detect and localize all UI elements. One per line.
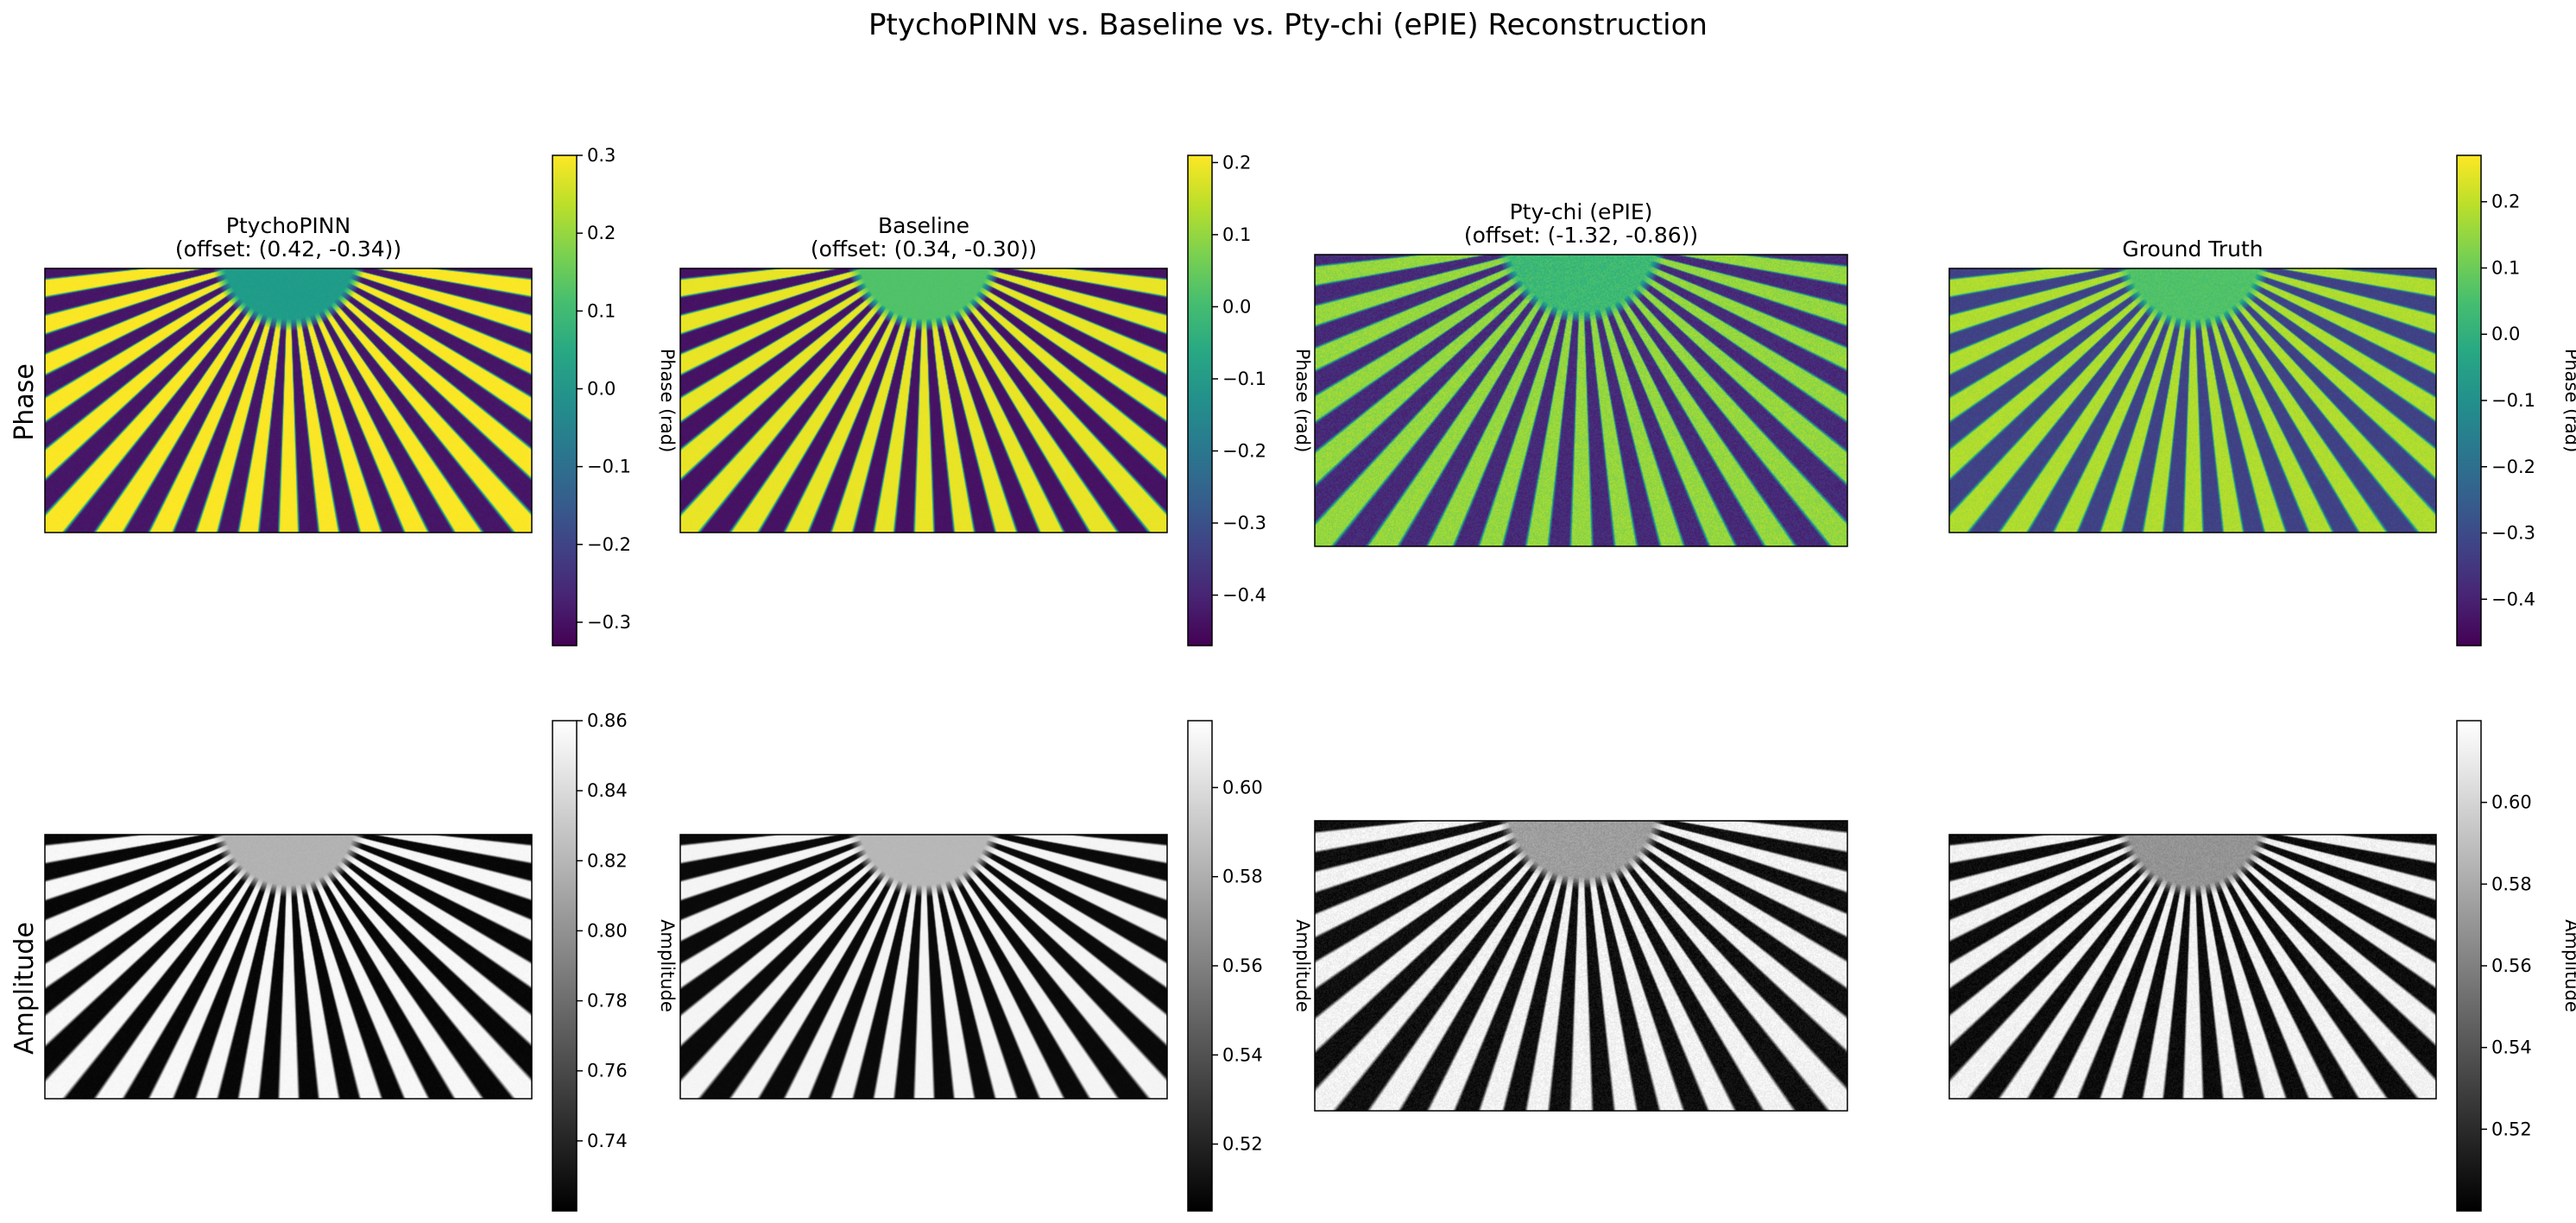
colorbar-tick-label-phase-3: −0.3 — [2491, 523, 2535, 544]
colorbar-tick-label-amplitude-1: 0.56 — [1222, 955, 1263, 976]
colorbar-tick-label-phase-1: 0.0 — [1222, 296, 1251, 317]
colorbar-tick-label-phase-0: 0.3 — [587, 145, 616, 166]
panel-title-phase-0-line0: PtychoPINN — [226, 213, 350, 238]
colorbar-tick-label-phase-0: 0.2 — [587, 223, 616, 243]
heatmap-image-phase-0 — [45, 268, 532, 533]
heatmap-image-phase-3 — [1949, 268, 2436, 533]
colorbar-label-phase-3: Phase (rad) — [2561, 349, 2576, 453]
colorbar-tick-label-amplitude-0: 0.82 — [587, 850, 628, 871]
colorbar-tick-label-amplitude-1: 0.52 — [1222, 1134, 1263, 1155]
colorbar-tick-label-amplitude-0: 0.80 — [587, 920, 628, 941]
axes-frame-phase-1 — [679, 268, 1168, 533]
colorbar-label-amplitude-1: Amplitude — [1292, 919, 1313, 1012]
axes-frame-amplitude-3 — [1948, 834, 2437, 1100]
colorbar-tick-label-phase-1: −0.1 — [1222, 369, 1266, 389]
colorbar-tick-label-amplitude-3: 0.56 — [2491, 955, 2532, 976]
axes-frame-amplitude-0 — [44, 834, 533, 1100]
colorbar-tick-label-phase-3: 0.0 — [2491, 324, 2520, 344]
colorbar-amplitude-3 — [2456, 720, 2482, 1212]
axes-frame-amplitude-1 — [679, 834, 1168, 1100]
axes-frame-phase-0 — [44, 268, 533, 533]
colorbar-tick-label-amplitude-0: 0.74 — [587, 1131, 628, 1151]
colorbar-tick-label-phase-1: 0.1 — [1222, 224, 1251, 245]
heatmap-image-amplitude-2 — [1315, 821, 1847, 1111]
heatmap-image-phase-1 — [680, 268, 1167, 533]
heatmap-image-amplitude-0 — [45, 835, 532, 1099]
colorbar-tick-label-phase-3: −0.1 — [2491, 390, 2535, 411]
colorbar-label-amplitude-0: Amplitude — [657, 919, 678, 1012]
colorbar-phase-1 — [1187, 154, 1213, 646]
colorbar-tick-label-amplitude-3: 0.60 — [2491, 792, 2532, 813]
axes-frame-phase-3 — [1948, 268, 2437, 533]
colorbar-tick-label-phase-1: −0.4 — [1222, 585, 1266, 606]
colorbar-tick-label-amplitude-0: 0.78 — [587, 991, 628, 1012]
colorbar-tick-label-phase-3: −0.2 — [2491, 457, 2535, 477]
colorbar-tick-label-phase-1: 0.2 — [1222, 152, 1251, 173]
colorbar-tick-label-phase-0: 0.0 — [587, 378, 616, 399]
colorbar-tick-label-phase-3: 0.1 — [2491, 257, 2520, 278]
colorbar-tick-label-phase-3: −0.4 — [2491, 589, 2535, 609]
panel-title-phase-3-line0: Ground Truth — [2122, 236, 2263, 262]
colorbar-tick-label-amplitude-1: 0.60 — [1222, 777, 1263, 797]
axes-frame-amplitude-2 — [1314, 820, 1848, 1112]
colorbar-tick-label-amplitude-0: 0.86 — [587, 710, 628, 731]
colorbar-tick-label-phase-3: 0.2 — [2491, 192, 2520, 212]
colorbar-label-phase-0: Phase (rad) — [657, 349, 678, 453]
colorbar-tick-label-amplitude-0: 0.76 — [587, 1061, 628, 1081]
figure-title: PtychoPINN vs. Baseline vs. Pty-chi (ePI… — [868, 8, 1708, 42]
colorbar-label-amplitude-3: Amplitude — [2561, 919, 2576, 1012]
row-label-amplitude: Amplitude — [9, 922, 40, 1055]
colorbar-phase-3 — [2456, 154, 2482, 646]
heatmap-image-amplitude-3 — [1949, 835, 2436, 1099]
panel-title-phase-2-line0: Pty-chi (ePIE) — [1510, 199, 1653, 224]
colorbar-tick-label-amplitude-3: 0.54 — [2491, 1037, 2532, 1058]
colorbar-tick-label-phase-0: −0.3 — [587, 612, 631, 633]
panel-title-phase-1-line0: Baseline — [878, 213, 969, 238]
heatmap-image-phase-2 — [1315, 255, 1847, 546]
axes-frame-phase-2 — [1314, 254, 1848, 547]
colorbar-tick-label-amplitude-1: 0.58 — [1222, 867, 1263, 887]
row-label-phase: Phase — [9, 363, 40, 441]
colorbar-tick-label-amplitude-0: 0.84 — [587, 780, 628, 801]
colorbar-amplitude-1 — [1187, 720, 1213, 1212]
colorbar-tick-label-amplitude-3: 0.52 — [2491, 1119, 2532, 1139]
colorbar-label-phase-1: Phase (rad) — [1292, 349, 1313, 453]
panel-title-phase-2-line1: (offset: (-1.32, -0.86)) — [1464, 223, 1698, 248]
panel-title-phase-0-line1: (offset: (0.42, -0.34)) — [175, 236, 401, 262]
panel-title-phase-1-line1: (offset: (0.34, -0.30)) — [811, 236, 1037, 262]
colorbar-tick-label-phase-1: −0.3 — [1222, 513, 1266, 533]
colorbar-tick-label-phase-0: −0.2 — [587, 534, 631, 555]
colorbar-tick-label-amplitude-3: 0.58 — [2491, 873, 2532, 894]
heatmap-image-amplitude-1 — [680, 835, 1167, 1099]
colorbar-tick-label-phase-0: −0.1 — [587, 457, 631, 477]
colorbar-phase-0 — [552, 154, 578, 646]
colorbar-tick-label-phase-1: −0.2 — [1222, 440, 1266, 461]
colorbar-tick-label-amplitude-1: 0.54 — [1222, 1044, 1263, 1065]
panel-grid: PtychoPINN(offset: (0.42, -0.34)) 0.3 0.2 0… — [44, 145, 2576, 1212]
colorbar-amplitude-0 — [552, 720, 578, 1212]
colorbar-tick-label-phase-0: 0.1 — [587, 300, 616, 321]
